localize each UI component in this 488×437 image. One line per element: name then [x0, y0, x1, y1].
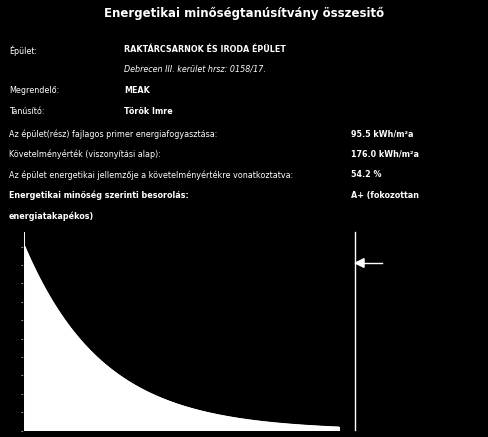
Text: 54.2 %: 54.2 % [351, 170, 382, 179]
Text: Követelményérték (viszonyítási alap):: Követelményérték (viszonyítási alap): [9, 150, 161, 159]
Text: Török Imre: Török Imre [124, 107, 173, 115]
Text: MEAK: MEAK [124, 86, 150, 95]
Text: Az épület(rész) fajlagos primer energiafogyasztása:: Az épület(rész) fajlagos primer energiaf… [9, 129, 217, 139]
Text: Épület:: Épület: [9, 45, 37, 56]
Text: Energetikai minőség szerinti besorolás:: Energetikai minőség szerinti besorolás: [9, 191, 188, 200]
Text: Megrendelő:: Megrendelő: [9, 86, 59, 95]
Text: 176.0 kWh/m²a: 176.0 kWh/m²a [351, 150, 419, 159]
Text: RAKTÁRCSARNOK ÉS IRODA ÉPÜLET: RAKTÁRCSARNOK ÉS IRODA ÉPÜLET [124, 45, 286, 55]
Text: Tanúsító:: Tanúsító: [9, 107, 44, 115]
Polygon shape [355, 259, 364, 267]
Text: Energetikai minőségtanúsítvány összesitő: Energetikai minőségtanúsítvány összesitő [104, 7, 384, 20]
Text: Debrecen III. kerület hrsz: 0158/17.: Debrecen III. kerület hrsz: 0158/17. [124, 65, 266, 74]
Text: 95.5 kWh/m²a: 95.5 kWh/m²a [351, 129, 414, 138]
Text: A+ (fokozottan: A+ (fokozottan [351, 191, 419, 200]
Text: Az épület energetikai jellemzője a követelményértékre vonatkoztatva:: Az épület energetikai jellemzője a követ… [9, 170, 293, 180]
Text: energiatakарékos): energiatakарékos) [9, 211, 94, 221]
